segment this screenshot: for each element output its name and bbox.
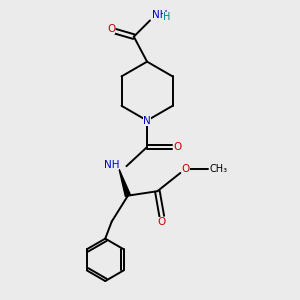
Text: O: O (174, 142, 182, 152)
Text: NH: NH (103, 160, 119, 170)
Text: O: O (107, 24, 115, 34)
Text: H: H (163, 12, 170, 22)
Text: CH₃: CH₃ (209, 164, 228, 174)
Text: O: O (182, 164, 190, 174)
Text: NH: NH (152, 10, 168, 20)
Polygon shape (119, 169, 130, 196)
Text: O: O (158, 217, 166, 226)
Text: N: N (143, 116, 151, 126)
